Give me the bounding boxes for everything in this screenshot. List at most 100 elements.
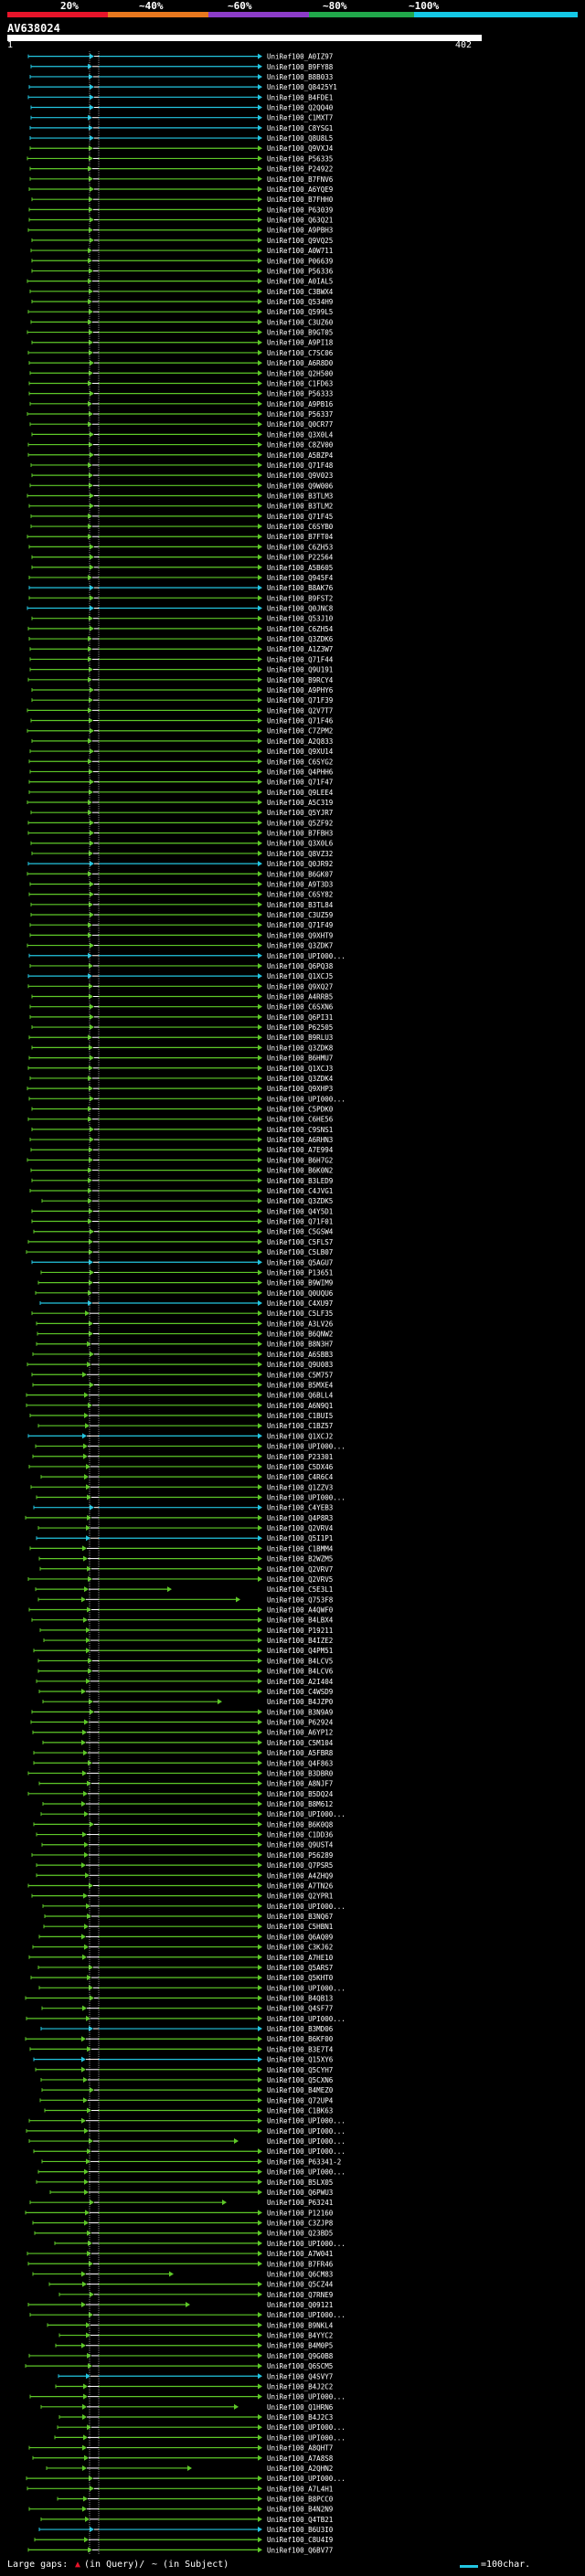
alignment-left-arrow xyxy=(81,2342,86,2348)
alignment-right-arrow xyxy=(258,1964,262,1970)
alignment-left-arrow xyxy=(88,2547,92,2553)
alignment-left-arrow xyxy=(88,1198,92,1204)
alignment-left-arrow xyxy=(82,2005,87,2011)
query-bar xyxy=(7,35,482,41)
hit-label: UniRef100_A5FBR8 xyxy=(267,1749,334,1757)
hit-label: UniRef100_UPI000... xyxy=(267,2475,346,2483)
hit-label: UniRef100_B4QB13 xyxy=(267,1994,333,2002)
alignment-right-arrow xyxy=(258,1678,262,1684)
hit-label: UniRef100_Q9U083 xyxy=(267,1361,333,1369)
alignment-right-arrow xyxy=(258,544,262,550)
alignment-left-arrow xyxy=(88,114,92,121)
hit-label: UniRef100_Q4P8R3 xyxy=(267,1514,333,1522)
hit-label: UniRef100_B3TL84 xyxy=(267,901,334,909)
hit-label: UniRef100_A6YQE9 xyxy=(267,186,333,194)
alignment-right-arrow xyxy=(258,912,262,918)
alignment-left-arrow xyxy=(86,2158,90,2165)
alignment-left-arrow xyxy=(90,820,94,826)
alignment-left-arrow xyxy=(89,227,93,233)
alignment-right-arrow xyxy=(258,1985,262,1991)
alignment-left-arrow xyxy=(81,1801,86,1807)
alignment-right-arrow xyxy=(258,1882,262,1889)
alignment-left-arrow xyxy=(88,952,92,959)
hit-label: UniRef100_C1FD63 xyxy=(267,379,333,387)
hit-label: UniRef100_Q2V7T7 xyxy=(267,706,333,715)
alignment-right-arrow xyxy=(258,248,262,254)
alignment-left-arrow xyxy=(88,1289,92,1296)
alignment-left-arrow xyxy=(88,973,92,980)
hit-label: UniRef100_C4WSD9 xyxy=(267,1688,333,1696)
alignment-left-arrow xyxy=(90,94,94,101)
alignment-left-arrow xyxy=(82,2465,87,2471)
hit-label: UniRef100_Q5CYH7 xyxy=(267,2066,333,2074)
hit-label: UniRef100_B2WZM5 xyxy=(267,1555,333,1564)
hit-label: UniRef100_Q753F8 xyxy=(267,1595,334,1604)
alignment-left-arrow xyxy=(90,1003,94,1010)
alignment-left-arrow xyxy=(88,1575,92,1582)
alignment-left-arrow xyxy=(88,1402,92,1408)
alignment-left-arrow xyxy=(87,2230,91,2236)
hit-label: UniRef100_Q72UP4 xyxy=(267,2096,334,2104)
alignment-right-arrow xyxy=(258,1137,262,1143)
alignment-right-arrow xyxy=(258,861,262,867)
alignment-right-arrow xyxy=(258,2230,262,2236)
alignment-right-arrow xyxy=(258,299,262,304)
hit-label: UniRef100_A0W711 xyxy=(267,247,333,255)
alignment-left-arrow xyxy=(87,1913,91,1920)
alignment-right-arrow xyxy=(258,748,262,755)
alignment-right-arrow xyxy=(258,2097,262,2104)
hit-label: UniRef100_A9PHY6 xyxy=(267,686,334,694)
alignment-left-arrow xyxy=(88,278,92,284)
hit-label: UniRef100_P56333 xyxy=(267,390,333,398)
hit-label: UniRef100_Q4PM51 xyxy=(267,1647,333,1655)
alignment-left-arrow xyxy=(89,901,93,907)
hit-label: UniRef100_C8U4I9 xyxy=(267,2536,333,2544)
hit-label: UniRef100_UPI000... xyxy=(267,2127,346,2136)
alignment-right-arrow xyxy=(258,53,262,59)
hit-label: UniRef100_B6QNW2 xyxy=(267,1330,333,1339)
alignment-right-arrow xyxy=(258,2056,262,2062)
alignment-right-arrow xyxy=(258,1187,262,1193)
alignment-left-arrow xyxy=(89,1208,93,1214)
scale-legend-label: =100char. xyxy=(481,2560,531,2570)
hit-label: UniRef100_C5PDK0 xyxy=(267,1106,334,1114)
alignment-right-arrow xyxy=(258,656,262,663)
hit-label: UniRef100_Q2YPR1 xyxy=(267,1892,333,1901)
in-query-gap-icon: ▲ xyxy=(75,2560,81,2570)
alignment-right-arrow xyxy=(258,717,262,724)
hit-label: UniRef100_Q5ZF92 xyxy=(267,819,333,827)
hit-label: UniRef100_A5B605 xyxy=(267,564,333,572)
alignment-left-arrow xyxy=(88,421,92,428)
hit-label: UniRef100_C1MXT7 xyxy=(267,114,333,122)
hit-label: UniRef100_B8B033 xyxy=(267,73,333,81)
alignment-left-arrow xyxy=(90,625,94,631)
hit-label: UniRef100_Q71F39 xyxy=(267,696,333,705)
hit-label: UniRef100_Q9XU14 xyxy=(267,747,334,756)
hit-label: UniRef100_A5BZP4 xyxy=(267,451,334,460)
hit-label: UniRef100_C1BUI5 xyxy=(267,1412,333,1420)
alignment-left-arrow xyxy=(88,932,92,938)
hit-label: UniRef100_A5C319 xyxy=(267,799,333,807)
hit-label: UniRef100_Q23BD5 xyxy=(267,2230,333,2238)
alignment-left-arrow xyxy=(89,2312,93,2318)
hit-label: UniRef100_B6KF00 xyxy=(267,2035,334,2043)
alignment-right-arrow xyxy=(258,707,262,714)
alignment-right-arrow xyxy=(258,1463,262,1469)
alignment-right-arrow xyxy=(258,400,262,407)
hit-label: UniRef100_C5M757 xyxy=(267,1371,333,1379)
hit-label: UniRef100_Q3ZDK8 xyxy=(267,1044,334,1052)
alignment-right-arrow xyxy=(258,901,262,907)
alignment-right-arrow xyxy=(258,1627,262,1633)
alignment-left-arrow xyxy=(87,1341,91,1347)
hit-label: UniRef100_B6K0Q8 xyxy=(267,1820,334,1829)
hit-label: UniRef100_B4LCV5 xyxy=(267,1657,333,1665)
hit-label: UniRef100_C4YEB3 xyxy=(267,1504,333,1512)
alignment-right-arrow xyxy=(258,2537,262,2543)
alignment-left-arrow xyxy=(89,175,93,182)
alignment-right-arrow xyxy=(258,605,262,611)
alignment-left-arrow xyxy=(89,1259,93,1266)
hit-label: UniRef100_C8ZV00 xyxy=(267,441,334,450)
hit-label: UniRef100_Q7PSR5 xyxy=(267,1861,333,1870)
hit-label: UniRef100_C5LB07 xyxy=(267,1248,333,1256)
